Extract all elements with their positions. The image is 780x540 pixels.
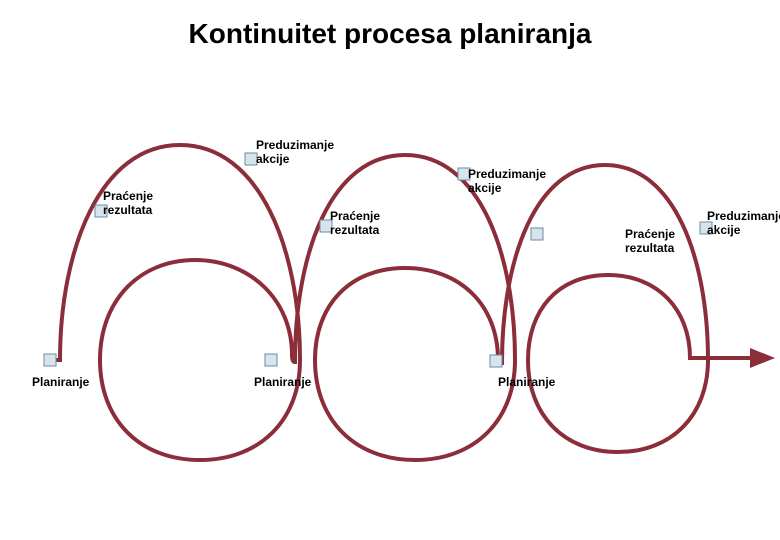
process-marker bbox=[265, 354, 277, 366]
label-planiranje-1: Planiranje bbox=[32, 376, 89, 390]
label-planiranje-3: Planiranje bbox=[498, 376, 555, 390]
process-marker bbox=[44, 354, 56, 366]
process-marker bbox=[490, 355, 502, 367]
process-marker bbox=[531, 228, 543, 240]
label-pracenje-2: Praćenje rezultata bbox=[330, 210, 380, 238]
label-planiranje-2: Planiranje bbox=[254, 376, 311, 390]
markers-group bbox=[44, 153, 712, 367]
spiral-arrowhead bbox=[750, 348, 775, 368]
spiral-path bbox=[50, 145, 750, 460]
spiral-diagram bbox=[0, 0, 780, 540]
label-preduzimanje-2: Preduzimanje akcije bbox=[468, 168, 546, 196]
label-preduzimanje-3: Preduzimanje akcije bbox=[707, 210, 780, 238]
label-preduzimanje-1: Preduzimanje akcije bbox=[256, 139, 334, 167]
label-pracenje-1: Praćenje rezultata bbox=[103, 190, 153, 218]
label-pracenje-3: Praćenje rezultata bbox=[625, 228, 675, 256]
